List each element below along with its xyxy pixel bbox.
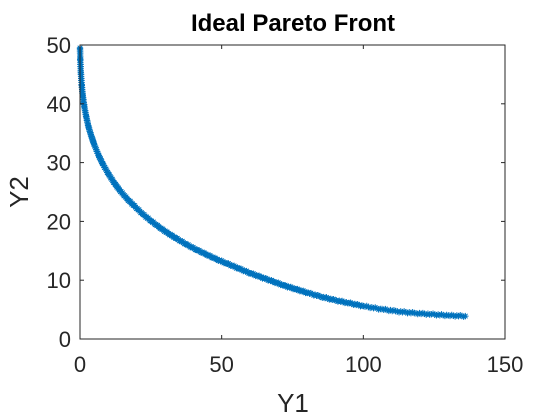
data-point [414,310,421,318]
data-point [366,304,374,312]
data-point [122,193,130,201]
data-point [395,309,403,316]
data-point [458,312,466,320]
data-point [431,311,438,318]
data-point [402,309,410,316]
data-point [451,313,459,320]
y-tick-label: 50 [47,33,71,58]
x-axis-label: Y1 [277,388,309,418]
data-point [409,309,416,316]
x-tick-label: 50 [209,352,233,377]
data-point [457,311,464,319]
x-axis-ticks: 0 50 100 150 [74,45,523,377]
data-point [423,311,430,318]
data-point [102,165,110,173]
data-point [440,311,447,319]
data-point [462,312,469,320]
y-tick-label: 0 [59,327,71,352]
data-point [109,176,116,183]
data-point [115,184,122,192]
plot-box [79,44,506,340]
data-point [421,310,428,318]
data-point [424,310,432,317]
x-tick-label: 100 [345,352,382,377]
data-point [419,309,427,317]
data-point [119,189,126,197]
data-point [387,306,394,314]
data-point [112,180,119,188]
data-point [383,306,391,314]
data-point [428,311,435,318]
data-point [400,308,408,315]
y-axis-ticks: 0 10 20 30 40 50 [47,33,505,352]
data-point [460,313,467,320]
data-point [404,309,411,317]
data-point [389,307,396,315]
data-point [453,312,461,319]
data-point [390,306,398,314]
data-point [360,302,367,310]
data-point [358,302,366,309]
y-tick-label: 40 [47,92,71,117]
data-point [380,306,387,314]
data-point [416,309,423,317]
data-point [407,309,415,317]
data-point [455,312,462,320]
y-tick-label: 20 [47,209,71,234]
data-point [438,311,445,318]
y-tick-label: 10 [47,268,71,293]
y-axis-label: Y2 [4,176,34,208]
y-tick-label: 30 [47,151,71,176]
data-point [385,307,393,315]
chart-title: Ideal Pareto Front [191,10,395,37]
data-point [450,312,457,319]
data-point [394,308,401,315]
data-point [436,312,444,319]
data-point [433,312,440,319]
data-point [100,160,107,168]
data-point [448,311,455,319]
data-point [361,303,369,310]
data-point [434,311,442,318]
data-point [412,310,420,317]
scatter-points [76,44,469,320]
x-tick-label: 150 [487,352,524,377]
data-point [382,305,389,313]
x-tick-label: 0 [74,352,86,377]
data-point [446,312,454,320]
data-point [104,169,111,176]
data-point [429,310,437,317]
data-point [397,308,404,315]
data-point [106,171,113,179]
data-point [441,312,449,320]
data-point [378,305,386,313]
data-point [406,309,413,316]
data-point [370,304,377,312]
data-point [399,309,406,316]
data-point [417,310,425,318]
